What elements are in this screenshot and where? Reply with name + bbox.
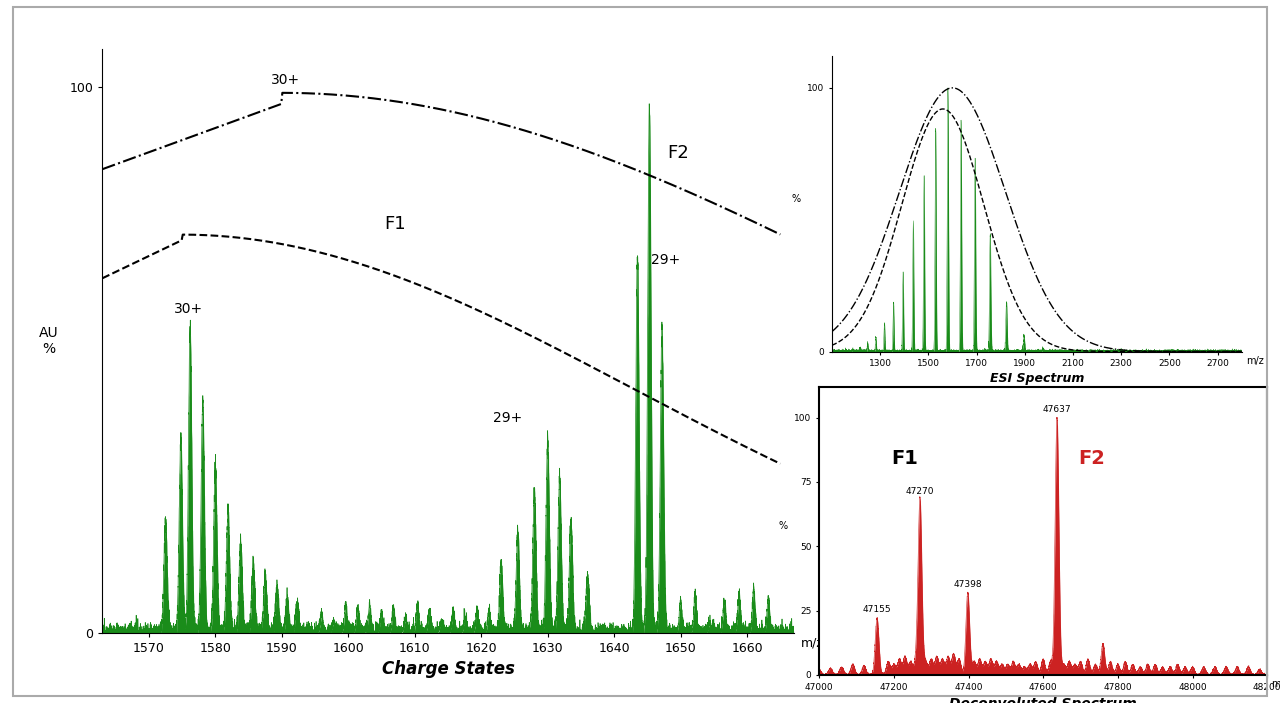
- X-axis label: Deconvoluted Spectrum: Deconvoluted Spectrum: [950, 697, 1137, 703]
- Text: 47398: 47398: [954, 580, 982, 588]
- Text: 47637: 47637: [1043, 405, 1071, 413]
- Text: m/z: m/z: [800, 637, 823, 650]
- Text: F1: F1: [892, 449, 919, 468]
- Text: 30+: 30+: [270, 73, 300, 87]
- Text: F2: F2: [1078, 449, 1105, 468]
- X-axis label: Charge States: Charge States: [381, 660, 515, 678]
- Text: mass: mass: [1271, 679, 1280, 689]
- Text: 47155: 47155: [863, 605, 891, 614]
- X-axis label: ESI Spectrum: ESI Spectrum: [989, 373, 1084, 385]
- Text: F2: F2: [667, 144, 689, 162]
- Text: m/z: m/z: [1245, 356, 1263, 366]
- Text: 30+: 30+: [174, 302, 204, 316]
- Text: 29+: 29+: [650, 253, 680, 267]
- Y-axis label: AU
%: AU %: [38, 326, 59, 356]
- Text: 47270: 47270: [906, 487, 934, 496]
- Y-axis label: %: %: [791, 194, 800, 204]
- Y-axis label: %: %: [778, 521, 787, 531]
- Text: F1: F1: [384, 214, 406, 233]
- Text: 29+: 29+: [493, 411, 522, 425]
